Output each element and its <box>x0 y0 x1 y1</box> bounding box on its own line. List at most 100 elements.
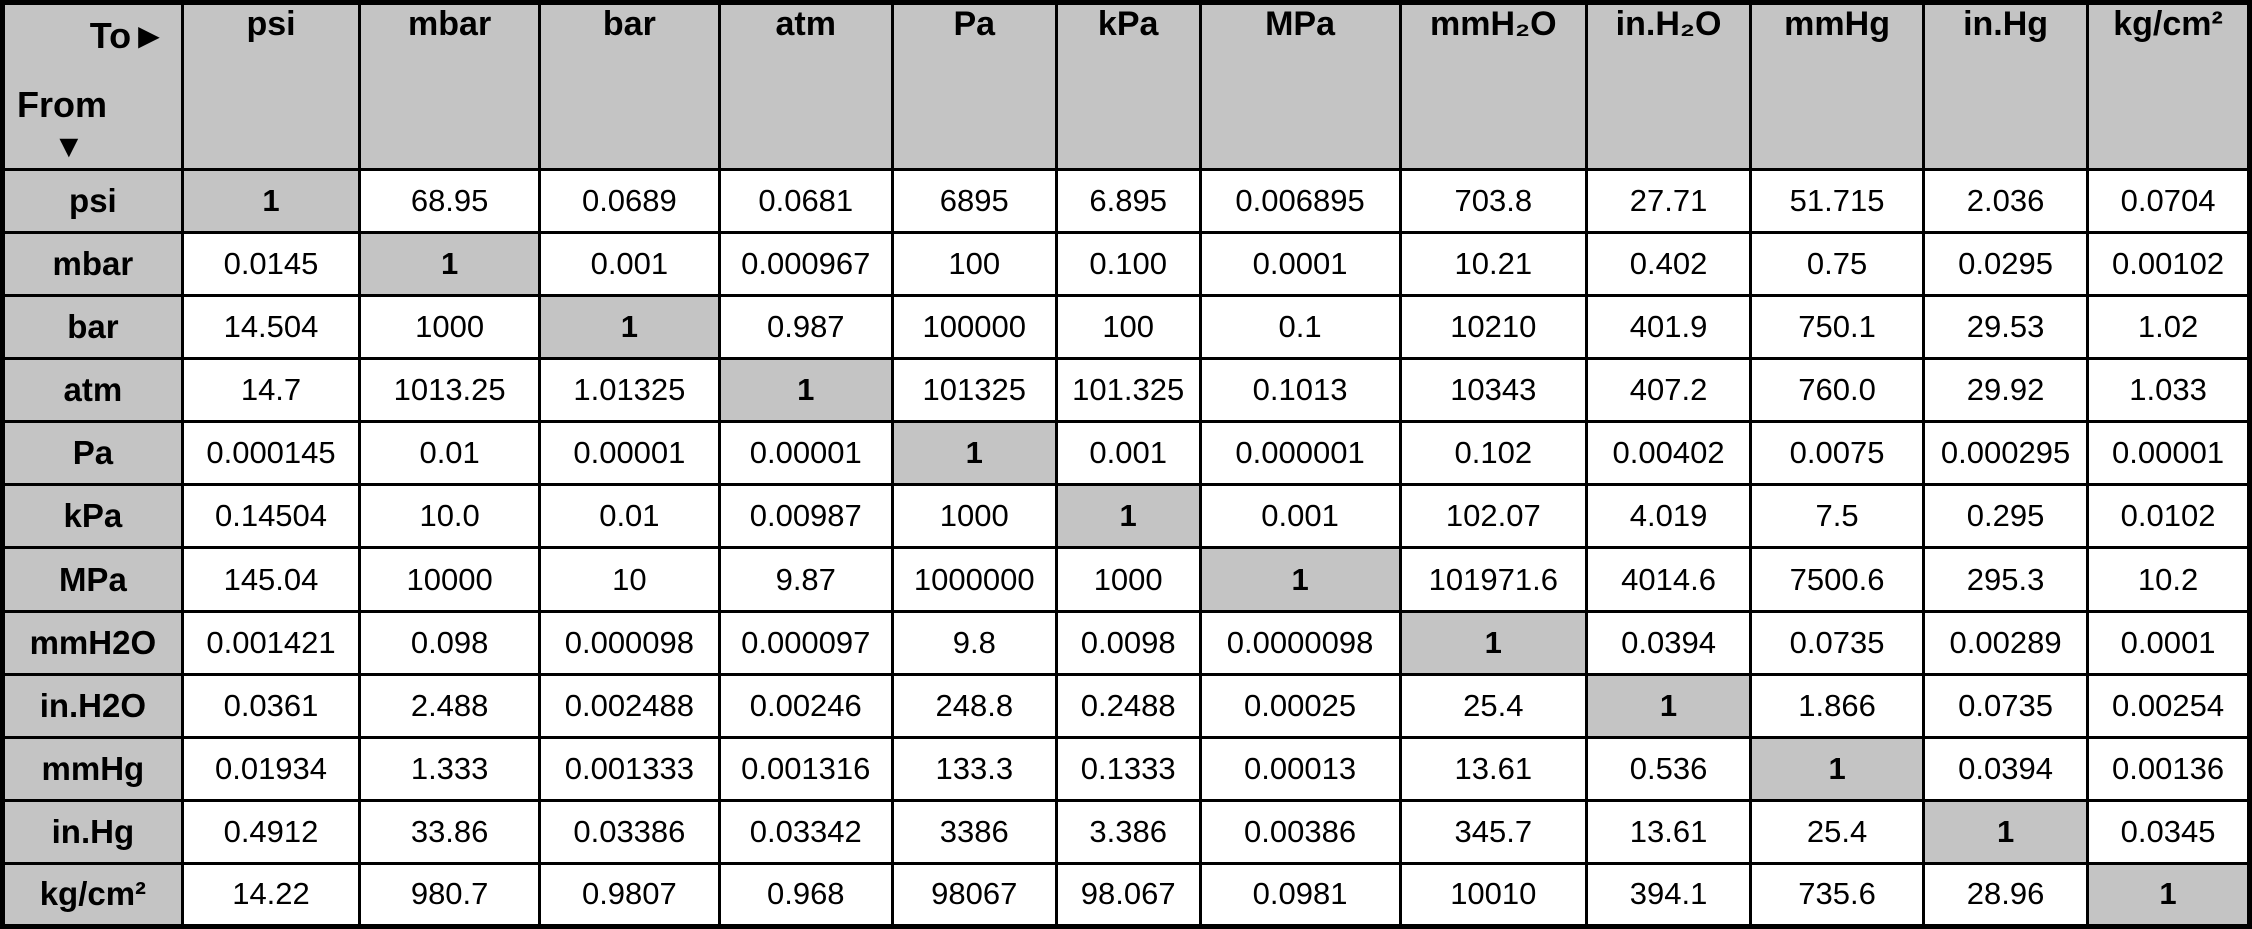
cell-psi-to-kg-cm: 0.0704 <box>2086 167 2251 235</box>
cell-bar-to-mpa: 0.1 <box>1198 294 1402 361</box>
cell-psi-to-atm: 0.0681 <box>717 167 894 235</box>
cell-in-h2o-to-kpa: 0.2488 <box>1054 672 1202 739</box>
row-header-mbar: mbar <box>1 231 184 298</box>
cell-mbar-to-kpa: 0.100 <box>1054 231 1202 298</box>
row-header-in-h2o: in.H2O <box>1 672 184 739</box>
cell-bar-to-kpa: 100 <box>1054 294 1202 361</box>
cell-mmhg-to-pa: 133.3 <box>890 735 1058 802</box>
table-row-in-h2o: in.H2O 0.0361 2.488 0.002488 0.00246 248.8 0.2… <box>1 672 2251 739</box>
cell-in-h2o-to-mmhg: 1.866 <box>1749 672 1926 739</box>
cell-psi-to-mbar: 68.95 <box>358 167 541 235</box>
cell-mbar-to-in-hg: 0.0295 <box>1922 231 2090 298</box>
cell-atm-to-mbar: 1013.25 <box>358 357 541 424</box>
cell-psi-to-psi: 1 <box>180 167 362 235</box>
cell-psi-to-bar: 0.0689 <box>538 167 721 235</box>
cell-kpa-to-in-h2o: 4.019 <box>1585 483 1753 550</box>
cell-in-hg-to-bar: 0.03386 <box>538 798 721 865</box>
col-header-pa: Pa <box>890 1 1058 171</box>
table-row-bar: bar 14.504 1000 1 0.987 100000 100 0.1 10210 401.… <box>1 294 2251 361</box>
cell-mpa-to-kpa: 1000 <box>1054 546 1202 613</box>
cell-psi-to-mmh2o: 703.8 <box>1398 167 1589 235</box>
cell-kpa-to-mbar: 10.0 <box>358 483 541 550</box>
cell-mpa-to-atm: 9.87 <box>717 546 894 613</box>
table-row-kpa: kPa 0.14504 10.0 0.01 0.00987 1000 1 0.001 102.0… <box>1 483 2251 550</box>
cell-in-hg-to-in-hg: 1 <box>1922 798 2090 865</box>
cell-psi-to-mpa: 0.006895 <box>1198 167 1402 235</box>
cell-kpa-to-mmh2o: 102.07 <box>1398 483 1589 550</box>
cell-in-h2o-to-in-h2o: 1 <box>1585 672 1753 739</box>
cell-kg-cm-to-bar: 0.9807 <box>538 861 721 929</box>
cell-mmh2o-to-pa: 9.8 <box>890 609 1058 676</box>
cell-kpa-to-pa: 1000 <box>890 483 1058 550</box>
cell-in-hg-to-mbar: 33.86 <box>358 798 541 865</box>
col-header-kpa: kPa <box>1054 1 1202 171</box>
cell-mmh2o-to-atm: 0.000097 <box>717 609 894 676</box>
cell-mpa-to-mmh2o: 101971.6 <box>1398 546 1589 613</box>
row-header-mmh2o: mmH2O <box>1 609 184 676</box>
col-header-bar: bar <box>538 1 721 171</box>
cell-bar-to-mbar: 1000 <box>358 294 541 361</box>
cell-mbar-to-pa: 100 <box>890 231 1058 298</box>
row-header-mpa: MPa <box>1 546 184 613</box>
cell-pa-to-atm: 0.00001 <box>717 420 894 487</box>
row-header-atm: atm <box>1 357 184 424</box>
cell-in-hg-to-kpa: 3.386 <box>1054 798 1202 865</box>
header-row: To► From ▼ psi mbar bar atm Pa kPa MPa mmH₂O in.… <box>1 1 2251 171</box>
cell-kpa-to-kpa: 1 <box>1054 483 1202 550</box>
cell-psi-to-mmhg: 51.715 <box>1749 167 1926 235</box>
cell-bar-to-kg-cm: 1.02 <box>2086 294 2251 361</box>
cell-mpa-to-mbar: 10000 <box>358 546 541 613</box>
cell-kpa-to-mmhg: 7.5 <box>1749 483 1926 550</box>
cell-atm-to-mpa: 0.1013 <box>1198 357 1402 424</box>
col-header-mmh2o: mmH₂O <box>1398 1 1589 171</box>
cell-pa-to-psi: 0.000145 <box>180 420 362 487</box>
cell-pa-to-mbar: 0.01 <box>358 420 541 487</box>
cell-kpa-to-in-hg: 0.295 <box>1922 483 2090 550</box>
col-header-mmhg: mmHg <box>1749 1 1926 171</box>
cell-pa-to-bar: 0.00001 <box>538 420 721 487</box>
cell-mmhg-to-mbar: 1.333 <box>358 735 541 802</box>
cell-in-hg-to-kg-cm: 0.0345 <box>2086 798 2251 865</box>
cell-psi-to-in-h2o: 27.71 <box>1585 167 1753 235</box>
cell-in-h2o-to-atm: 0.00246 <box>717 672 894 739</box>
cell-mbar-to-mmh2o: 10.21 <box>1398 231 1589 298</box>
cell-bar-to-pa: 100000 <box>890 294 1058 361</box>
row-header-in-hg: in.Hg <box>1 798 184 865</box>
cell-atm-to-kg-cm: 1.033 <box>2086 357 2251 424</box>
cell-kg-cm-to-kg-cm: 1 <box>2086 861 2251 929</box>
cell-in-hg-to-pa: 3386 <box>890 798 1058 865</box>
cell-mmhg-to-kg-cm: 0.00136 <box>2086 735 2251 802</box>
cell-mpa-to-kg-cm: 10.2 <box>2086 546 2251 613</box>
cell-psi-to-in-hg: 2.036 <box>1922 167 2090 235</box>
cell-bar-to-in-h2o: 401.9 <box>1585 294 1753 361</box>
cell-psi-to-kpa: 6.895 <box>1054 167 1202 235</box>
cell-kpa-to-bar: 0.01 <box>538 483 721 550</box>
cell-in-h2o-to-psi: 0.0361 <box>180 672 362 739</box>
cell-kpa-to-mpa: 0.001 <box>1198 483 1402 550</box>
cell-mbar-to-atm: 0.000967 <box>717 231 894 298</box>
cell-atm-to-atm: 1 <box>717 357 894 424</box>
cell-mpa-to-in-hg: 295.3 <box>1922 546 2090 613</box>
col-header-mbar: mbar <box>358 1 541 171</box>
cell-atm-to-bar: 1.01325 <box>538 357 721 424</box>
cell-mmhg-to-in-hg: 0.0394 <box>1922 735 2090 802</box>
cell-atm-to-in-hg: 29.92 <box>1922 357 2090 424</box>
cell-kpa-to-kg-cm: 0.0102 <box>2086 483 2251 550</box>
cell-psi-to-pa: 6895 <box>890 167 1058 235</box>
cell-pa-to-mmh2o: 0.102 <box>1398 420 1589 487</box>
row-header-psi: psi <box>1 167 184 235</box>
table-row-atm: atm 14.7 1013.25 1.01325 1 101325 101.325 0.101… <box>1 357 2251 424</box>
cell-in-h2o-to-mpa: 0.00025 <box>1198 672 1402 739</box>
cell-in-hg-to-mmh2o: 345.7 <box>1398 798 1589 865</box>
cell-kg-cm-to-in-h2o: 394.1 <box>1585 861 1753 929</box>
row-header-bar: bar <box>1 294 184 361</box>
cell-mmh2o-to-in-hg: 0.00289 <box>1922 609 2090 676</box>
cell-mmhg-to-psi: 0.01934 <box>180 735 362 802</box>
cell-atm-to-psi: 14.7 <box>180 357 362 424</box>
cell-pa-to-mpa: 0.000001 <box>1198 420 1402 487</box>
row-header-kpa: kPa <box>1 483 184 550</box>
cell-mpa-to-bar: 10 <box>538 546 721 613</box>
cell-bar-to-psi: 14.504 <box>180 294 362 361</box>
cell-pa-to-pa: 1 <box>890 420 1058 487</box>
